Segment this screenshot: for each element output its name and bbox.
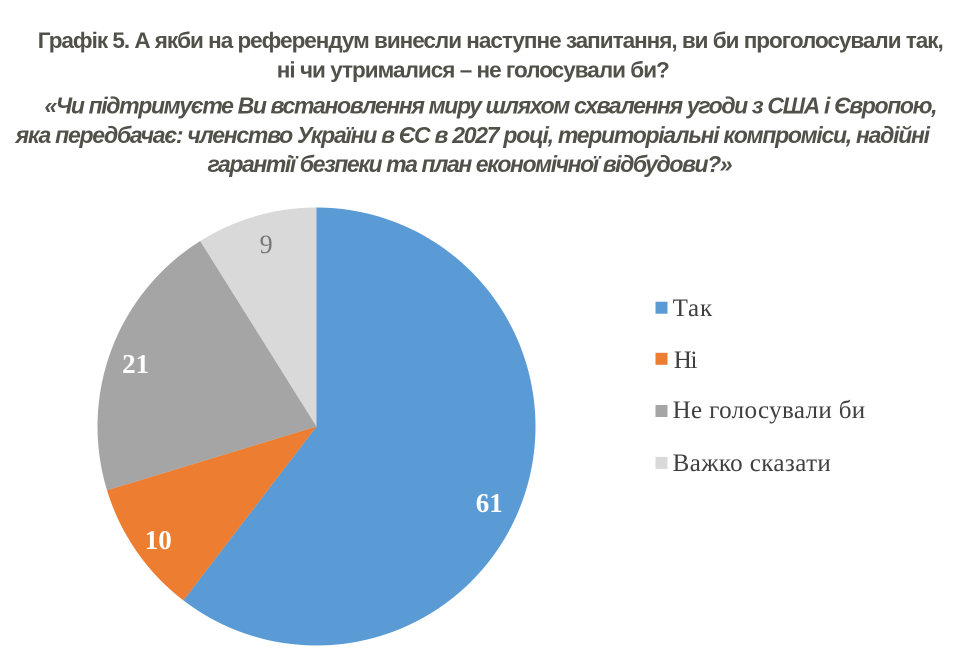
- svg-text:9: 9: [260, 230, 273, 259]
- svg-text:61: 61: [476, 488, 503, 518]
- svg-text:21: 21: [122, 349, 149, 379]
- svg-text:10: 10: [145, 525, 172, 555]
- svg-text:Не голосували би: Не голосували би: [673, 397, 866, 424]
- svg-text:гарантії безпеки та план еконо: гарантії безпеки та план економічної від…: [208, 151, 733, 177]
- svg-text:Так: Так: [673, 295, 713, 322]
- svg-text:ні чи утрималися – не голосува: ні чи утрималися – не голосували би?: [277, 58, 670, 83]
- svg-text:«Чи підтримуєте Ви встановленн: «Чи підтримуєте Ви встановлення миру шля…: [45, 93, 938, 119]
- svg-text:яка передбачає: членство Украї: яка передбачає: членство України в ЄС в …: [14, 122, 931, 148]
- svg-text:Графік 5. А якби на референдум: Графік 5. А якби на референдум винесли н…: [38, 28, 944, 53]
- svg-text:Важко сказати: Важко сказати: [673, 450, 831, 477]
- svg-text:Ні: Ні: [674, 347, 698, 374]
